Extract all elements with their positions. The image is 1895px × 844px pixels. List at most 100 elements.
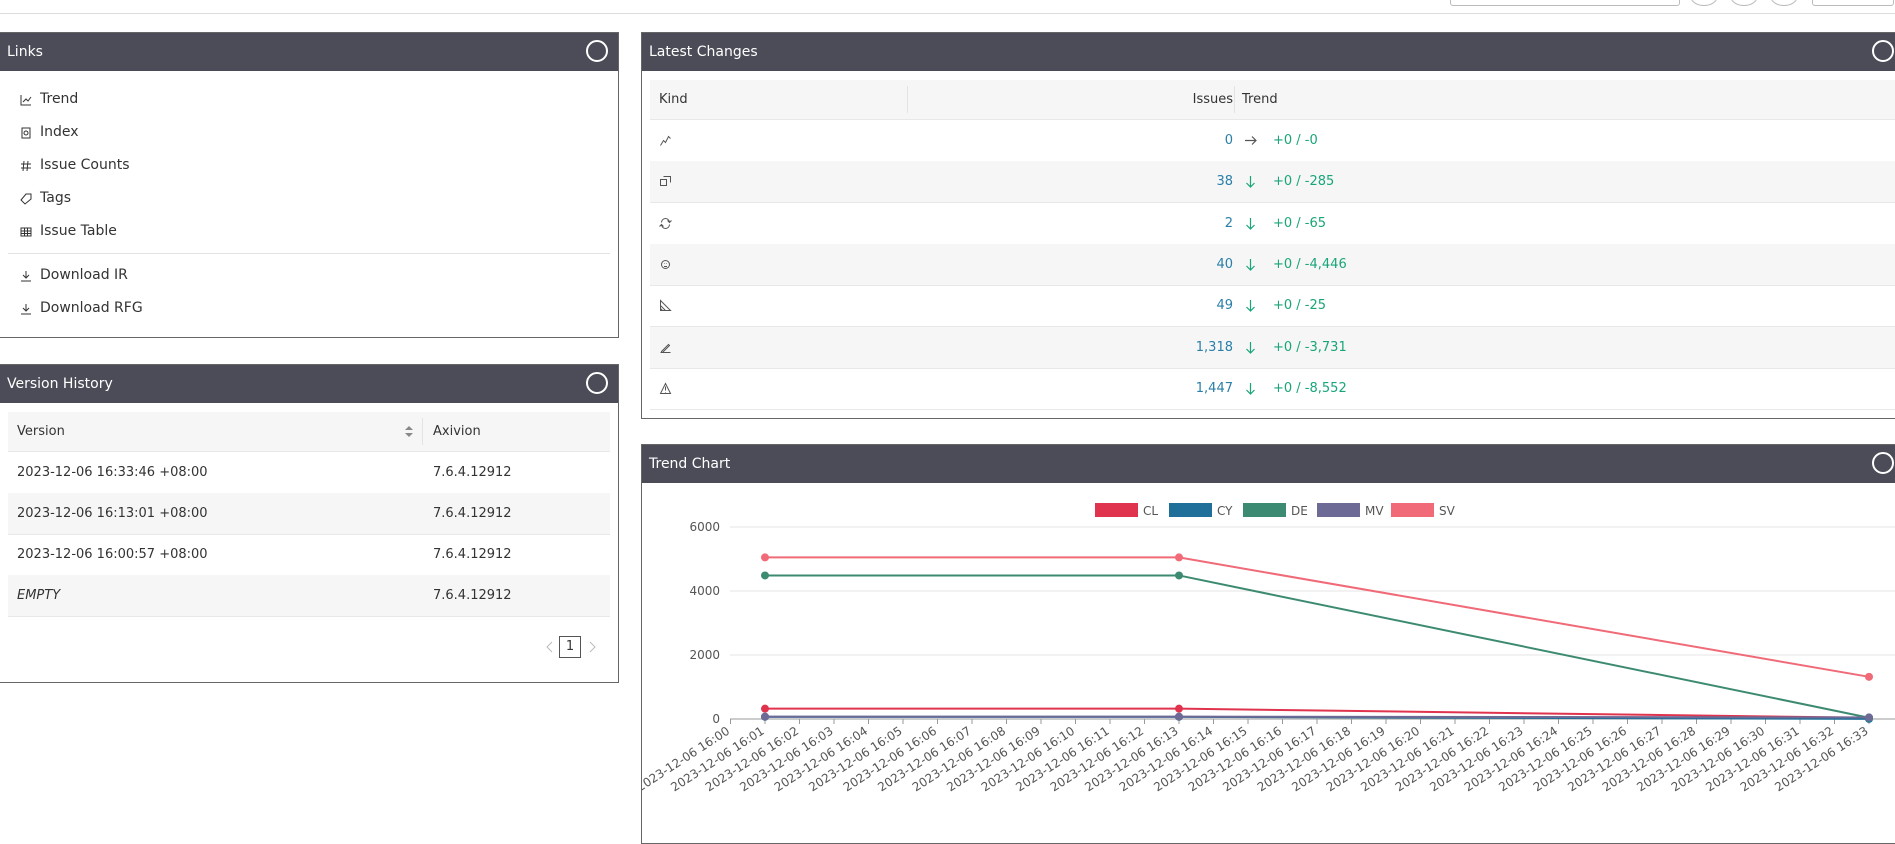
issue-count: 1,447 [1195,380,1233,396]
issue-count: 38 [1216,174,1233,190]
trend-value: +0 / -8,552 [1273,380,1347,396]
icon [20,227,32,237]
legend-label: MV [1365,504,1384,518]
issue-count: 2 [1224,215,1233,231]
kind-icon [660,176,671,187]
next-page[interactable] [588,640,598,654]
issue-count: 0 [1224,133,1233,148]
arrow-shape [1246,217,1255,230]
link[interactable]: Issue Counts [40,157,130,173]
table-header: Kind Issues Trend [650,80,1895,120]
cell: 7.6.4.12912 [433,588,512,603]
data-point [761,571,769,580]
trend-value: +0 / -25 [1273,298,1327,314]
cell: 7.6.4.12912 [433,547,512,562]
top-bar [0,0,1895,14]
search-box[interactable] [1450,0,1680,6]
link[interactable]: Tags [40,190,71,206]
panel-title: Version History [7,376,113,392]
y-tick-label: 4000 [689,584,720,598]
version-history-panel: Version History Version Axivion 2023-12-… [0,364,619,683]
trend-arrow [1246,176,1255,189]
arrow-shape [1246,176,1255,189]
table-row: 2 +0 / -65 [650,203,1895,245]
panel-header: Trend Chart [642,445,1895,483]
table-row: 40 +0 / -4,446 [650,243,1895,286]
icon-shape [660,299,672,312]
icon [21,160,31,172]
trend-arrow [1245,136,1257,145]
link[interactable]: Issue Table [40,223,117,239]
icon-shape [659,217,672,229]
table-row: 2023-12-06 16:00:57 +08:00 7.6.4.12912 [8,534,610,576]
latest-changes-panel: Latest Changes Kind Issues Trend 0 +0 / -… [641,32,1895,419]
column-header[interactable]: Version [17,424,65,439]
data-point [761,553,769,562]
link[interactable]: Trend [40,91,79,107]
kind-icon [660,299,672,312]
sort-icon[interactable] [404,425,414,438]
cell: 2023-12-06 16:13:01 +08:00 [17,506,208,521]
data-point [1865,672,1873,681]
icon-shape [660,176,671,187]
icon [20,95,32,106]
link[interactable]: Download IR [40,267,128,283]
y-tick-label: 0 [712,712,720,726]
panel-header: Version History [0,365,618,403]
expand-button[interactable] [586,372,608,394]
separator [8,253,610,254]
legend-swatch [1169,503,1212,517]
table-row: 38 +0 / -285 [650,161,1895,204]
issue-count: 49 [1216,298,1233,314]
page-number[interactable]: 1 [559,636,581,658]
table-row: 1,447 +0 / -8,552 [650,368,1895,410]
legend-swatch [1243,503,1286,517]
icon [20,193,32,205]
cell: 7.6.4.12912 [433,465,512,480]
trend-arrow [1246,382,1255,395]
data-point [1175,571,1183,580]
legend-swatch [1095,503,1138,517]
table-row: 2023-12-06 16:33:46 +08:00 7.6.4.12912 [8,452,610,494]
column-divider [907,86,908,113]
links-panel: Links Trend Index Issue Counts Tags Issu… [0,32,619,338]
kind-icon [659,382,672,394]
column-divider [1234,86,1235,113]
y-tick-label: 2000 [689,648,720,662]
expand-button[interactable] [586,40,608,62]
prev-page[interactable] [544,640,554,654]
kind-icon [661,259,671,269]
cell: 2023-12-06 16:00:57 +08:00 [17,547,208,562]
kind-icon [659,217,672,229]
link[interactable]: Index [40,124,79,140]
trend-value: +0 / -65 [1273,215,1327,231]
trend-value: +0 / -3,731 [1273,339,1347,355]
legend-label: CL [1143,504,1158,518]
column-header[interactable]: Axivion [433,424,481,439]
arrow-shape [1246,382,1255,395]
legend-label: SV [1439,504,1456,518]
table-row: 2023-12-06 16:13:01 +08:00 7.6.4.12912 [8,493,610,535]
expand-button[interactable] [1872,452,1894,474]
arrow-shape [1246,300,1255,313]
table-row: EMPTY 7.6.4.12912 [8,575,610,617]
series-line [765,574,1870,719]
trend-arrow [1246,258,1255,271]
series-line [765,715,1870,719]
icon-shape [661,259,671,269]
column-header: Issues [1192,92,1233,107]
issue-count: 1,318 [1195,339,1233,355]
panel-title: Links [7,44,43,60]
button[interactable] [1812,0,1894,6]
panel-header: Latest Changes [642,33,1895,71]
data-point [1865,713,1873,722]
panel-title: Trend Chart [649,456,731,472]
y-tick-label: 6000 [689,520,720,534]
expand-button[interactable] [1872,40,1894,62]
trend-chart-panel: Trend Chart 0 2000 4000 6000 2023-12-06 16:0… [641,444,1895,844]
arrow-shape [1246,341,1255,354]
cell: 7.6.4.12912 [433,506,512,521]
link[interactable]: Download RFG [40,300,143,316]
